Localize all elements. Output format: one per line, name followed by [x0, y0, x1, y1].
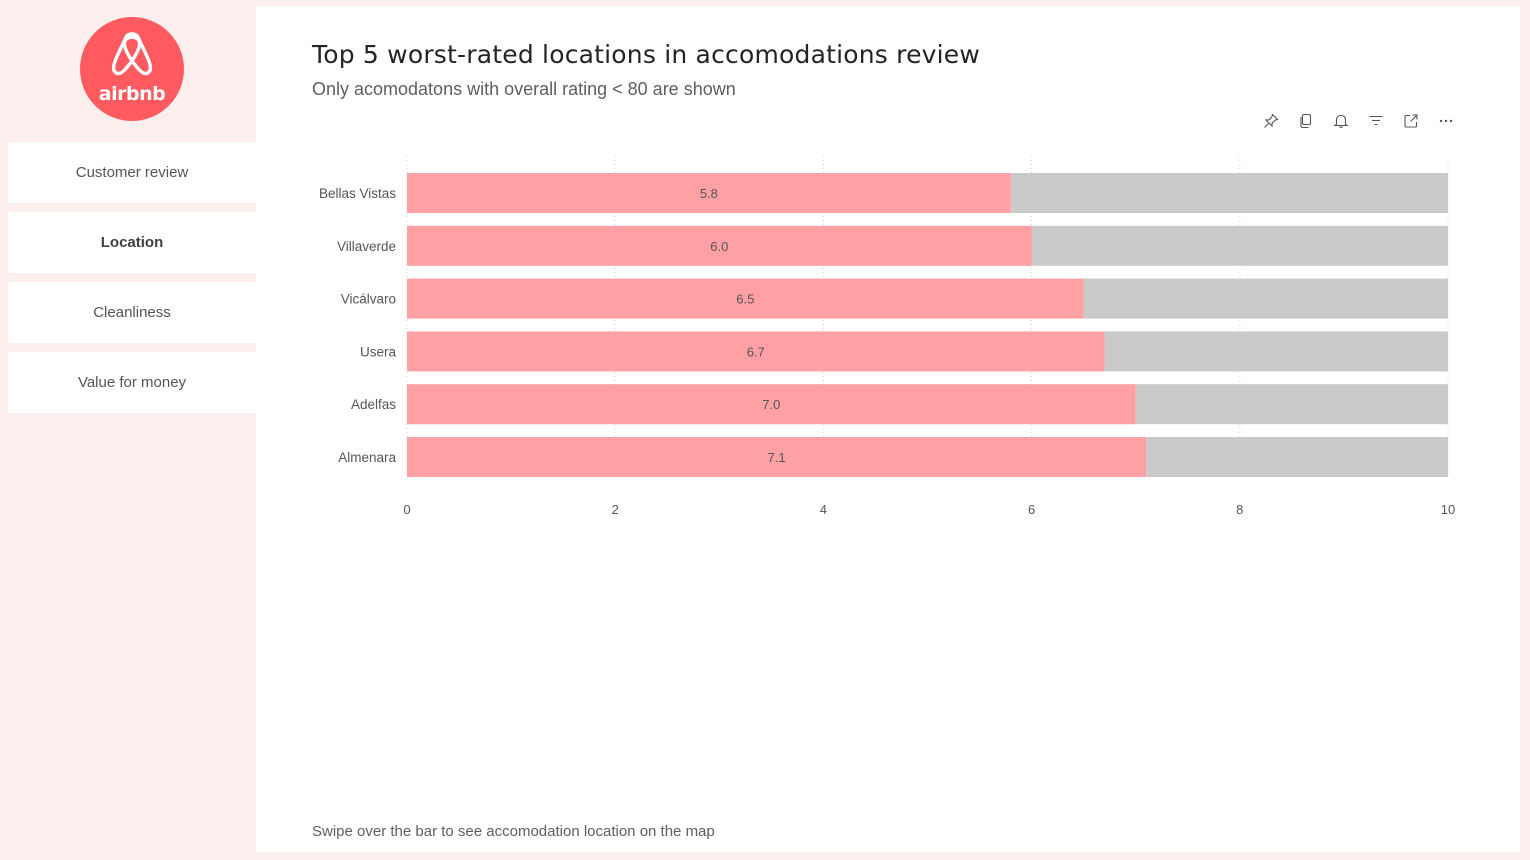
bar-remainder[interactable] [1010, 173, 1448, 213]
pin-icon[interactable] [1262, 112, 1280, 130]
x-tick-label: 0 [403, 502, 410, 517]
filter-icon[interactable] [1367, 112, 1385, 130]
logo-text: airbnb [98, 82, 166, 105]
footer-hint: Swipe over the bar to see accomodation l… [312, 823, 715, 840]
bar-value-label: 7.1 [768, 450, 786, 465]
x-tick-label: 2 [612, 502, 619, 517]
bar[interactable] [407, 225, 1032, 266]
category-label: Adelfas [351, 397, 396, 412]
bar-remainder[interactable] [1031, 225, 1448, 266]
nav-item-value-for-money[interactable]: Value for money [8, 352, 256, 413]
bar-remainder[interactable] [1083, 278, 1448, 319]
x-tick-label: 8 [1236, 502, 1243, 517]
bar-remainder[interactable] [1104, 331, 1448, 372]
visual-header-toolbar [1262, 112, 1455, 132]
nav-item-customer-review[interactable]: Customer review [8, 142, 256, 203]
bar[interactable] [407, 173, 1011, 213]
bar-value-label: 7.0 [762, 397, 780, 412]
bar[interactable] [407, 278, 1084, 319]
category-label: Usera [360, 344, 397, 359]
x-tick-label: 4 [820, 502, 827, 517]
bar-remainder[interactable] [1146, 437, 1448, 477]
category-label: Villaverde [337, 239, 396, 254]
bar-value-label: 6.0 [710, 239, 728, 254]
x-tick-label: 6 [1028, 502, 1035, 517]
bar-chart: 0 2 4 6 8 10 5.8 Bellas Vistas 6.0 Villaverde 6.5 V… [319, 156, 1455, 517]
bar[interactable] [407, 437, 1147, 477]
page-title: Top 5 worst-rated locations in accomodat… [312, 40, 981, 69]
page-subtitle: Only acomodatons with overall rating < 8… [312, 79, 736, 99]
airbnb-logo: airbnb [80, 17, 184, 121]
airbnb-belo-icon [111, 31, 153, 75]
more-options-icon[interactable] [1437, 112, 1455, 130]
copy-icon[interactable] [1297, 112, 1315, 130]
focus-mode-icon[interactable] [1402, 112, 1420, 130]
bar-remainder[interactable] [1135, 384, 1448, 425]
sidebar-nav: Customer review Location Cleanliness Val… [8, 142, 256, 422]
bar[interactable] [407, 384, 1136, 425]
category-label: Bellas Vistas [319, 186, 396, 201]
bar-value-label: 5.8 [700, 186, 718, 201]
nav-item-location[interactable]: Location [8, 212, 256, 273]
bar-value-label: 6.5 [736, 292, 754, 307]
x-tick-label: 10 [1441, 502, 1455, 517]
bell-icon[interactable] [1332, 112, 1350, 130]
bar-value-label: 6.7 [747, 344, 765, 359]
report-panel: Top 5 worst-rated locations in accomodat… [256, 6, 1520, 852]
category-label: Vicálvaro [341, 292, 396, 307]
bar[interactable] [407, 331, 1105, 372]
nav-item-cleanliness[interactable]: Cleanliness [8, 282, 256, 343]
category-label: Almenara [338, 450, 396, 465]
